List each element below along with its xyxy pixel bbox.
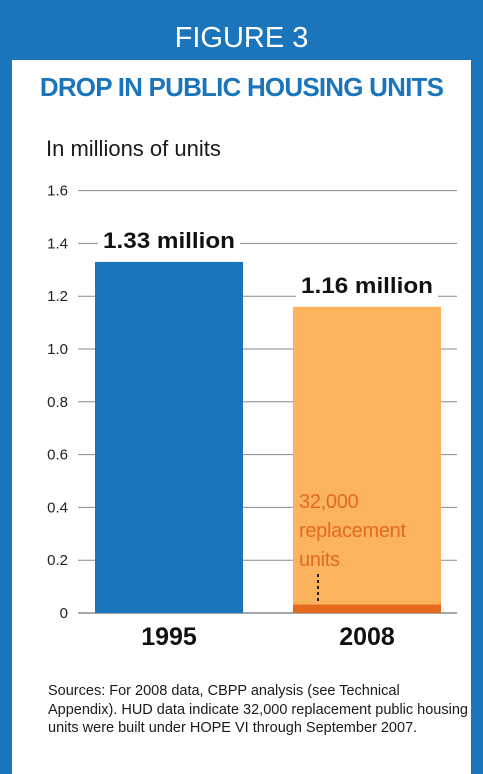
source-note: Sources: For 2008 data, CBPP analysis (s…: [48, 683, 468, 736]
y-tick-label: 0.2: [47, 552, 68, 569]
data-label-backdrop: [296, 268, 438, 299]
y-tick-label: 0.6: [47, 447, 68, 464]
annotation-line: 32,000: [299, 491, 359, 513]
bar-2008: [293, 306, 441, 613]
bar-1995: [95, 261, 243, 613]
figure-label: FIGURE 3: [12, 0, 471, 60]
annotation-line: units: [299, 549, 340, 571]
y-tick-label: 1.2: [47, 288, 68, 305]
bottom-band: [12, 762, 471, 774]
data-label-2008: 1.16 million: [301, 273, 433, 298]
y-tick-label: 0.8: [47, 394, 68, 411]
annotation-line: replacement: [299, 520, 407, 542]
figure-title: DROP IN PUBLIC HOUSING UNITS: [12, 60, 471, 114]
replacement-units-segment: [293, 604, 441, 613]
y-tick-label: 0.4: [47, 499, 68, 516]
y-tick-label: 1.4: [47, 235, 68, 252]
y-axis-unit-label: In millions of units: [46, 136, 221, 161]
y-tick-label: 1.0: [47, 341, 68, 358]
data-label-backdrop: [98, 223, 240, 254]
y-tick-label: 1.6: [47, 183, 68, 200]
y-tick-label: 0: [60, 605, 68, 622]
data-label-1995: 1.33 million: [103, 228, 235, 253]
x-tick-label: 1995: [141, 623, 197, 651]
x-tick-label: 2008: [339, 623, 395, 651]
